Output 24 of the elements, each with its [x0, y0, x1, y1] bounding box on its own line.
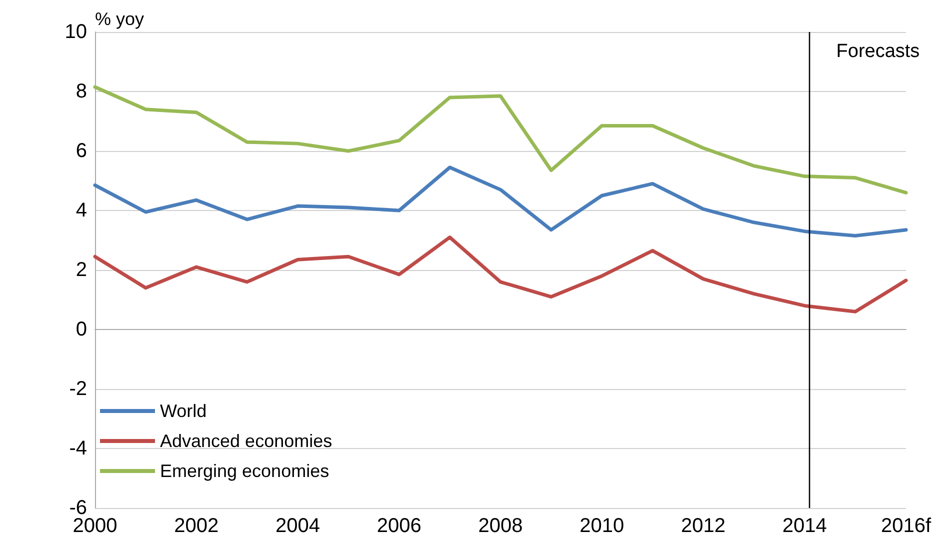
ref-line-label: Forecasts [836, 41, 920, 62]
y-tick-label: 6 [76, 140, 87, 162]
x-tick-label: 2008 [478, 515, 523, 537]
x-tick-label: 2002 [174, 515, 219, 537]
legend-label: Advanced economies [160, 431, 332, 451]
x-tick-label: 2006 [376, 515, 422, 537]
line-series [93, 85, 908, 194]
line-series [93, 236, 908, 314]
y-tick-label: 10 [64, 21, 87, 43]
y-tick-label: 4 [76, 200, 87, 222]
y-axis-title: % yoy [95, 9, 144, 29]
y-tick-label: 0 [76, 318, 87, 340]
line-series [93, 166, 908, 238]
legend-label: World [160, 401, 207, 421]
x-tick-label: 2004 [276, 515, 320, 537]
x-tick-label: 2010 [580, 515, 624, 537]
x-tick-label: 2012 [681, 515, 726, 537]
x-tick-label: 2014 [782, 515, 827, 537]
legend-label: Emerging economies [160, 461, 330, 481]
y-tick-label: 2 [76, 259, 87, 281]
y-tick-label: -4 [69, 438, 87, 460]
y-tick-label: 8 [76, 80, 87, 102]
x-tick-label: 2016f [880, 515, 932, 537]
y-tick-label: -2 [69, 378, 87, 400]
